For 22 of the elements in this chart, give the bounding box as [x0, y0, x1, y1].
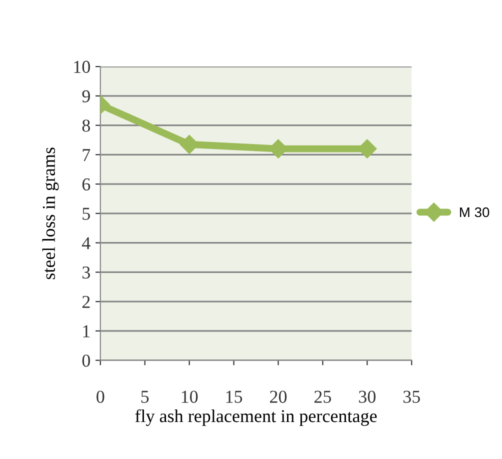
y-tick-label: 3: [82, 266, 90, 279]
y-tick-label: 9: [82, 90, 90, 102]
y-tick-label: 5: [82, 208, 90, 220]
x-tick-label: 25: [314, 390, 332, 403]
y-tick-label: 1: [83, 325, 90, 338]
y-tick-label: 4: [82, 237, 90, 250]
x-tick-label: 20: [270, 390, 287, 403]
x-tick-label: 35: [403, 390, 420, 403]
y-tick-label: 7: [82, 149, 90, 161]
x-tick-label: 15: [226, 390, 242, 403]
y-tick-label: 6: [82, 178, 90, 190]
y-tick-label: 0: [82, 354, 90, 367]
x-tick-label: 5: [141, 390, 149, 403]
y-tick-label: 8: [82, 120, 90, 132]
x-tick-label: 30: [359, 390, 376, 403]
legend-label: M 30: [460, 207, 490, 218]
y-tick-label: 2: [82, 296, 90, 308]
y-axis-title: steel loss in grams: [42, 148, 59, 280]
x-tick-label: 10: [182, 390, 198, 403]
x-axis-title: fly ash replacement in percentage: [135, 409, 377, 426]
y-tick-label: 10: [74, 60, 90, 73]
x-tick-label: 0: [96, 390, 104, 403]
